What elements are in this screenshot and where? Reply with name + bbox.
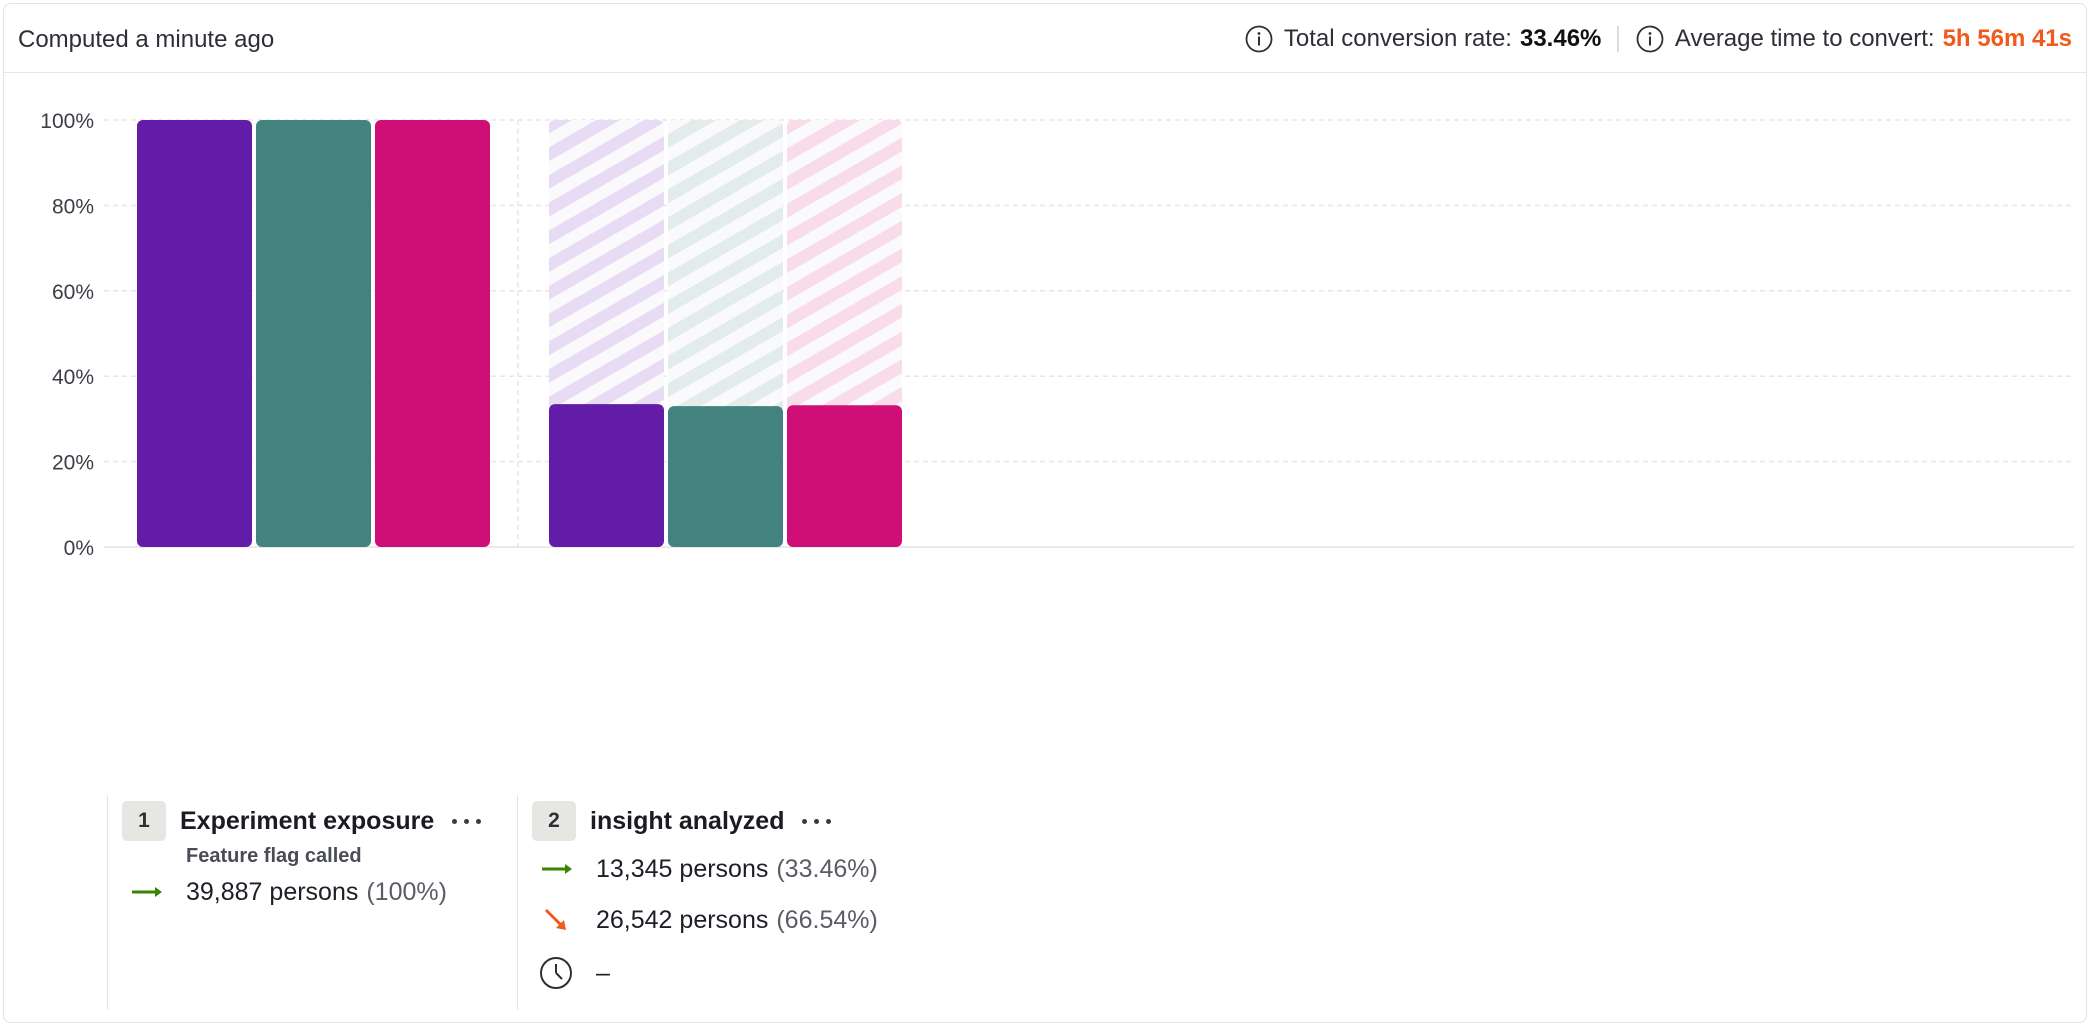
y-tick-label: 40%	[52, 366, 94, 389]
funnel-summary: Total conversion rate: 33.46% Average ti…	[1244, 23, 2072, 55]
y-tick-label: 60%	[52, 281, 94, 304]
arrow-down-right-icon	[544, 908, 566, 930]
more-options-icon[interactable]	[802, 818, 832, 824]
step-1-converted-pct: (100%)	[366, 877, 447, 906]
arrow-right-icon	[132, 887, 162, 897]
step-2-header: 2 insight analyzed	[532, 801, 832, 841]
step-2-converted[interactable]: 13,345 persons (33.46%)	[538, 854, 878, 884]
y-tick-label: 80%	[52, 195, 94, 218]
conversion-bar	[787, 405, 902, 547]
y-tick-label: 100%	[40, 110, 94, 133]
dropoff-bar	[668, 120, 783, 413]
y-tick-label: 20%	[52, 452, 94, 475]
conversion-rate-label: Total conversion rate:	[1283, 25, 1512, 52]
step-2-number: 2	[532, 801, 576, 841]
step-1-converted-count: 39,887 persons	[186, 877, 359, 906]
clock-icon	[540, 957, 572, 989]
funnel-chart: 0% 20% 40% 60% 80% 100%	[4, 74, 2086, 774]
arrow-right-icon	[542, 864, 572, 874]
conversion-bar	[375, 120, 490, 547]
info-icon[interactable]	[1635, 24, 1665, 54]
funnel-steps-legend: 1 Experiment exposure Feature flag calle…	[4, 773, 2086, 1010]
dropoff-bar	[549, 120, 664, 411]
info-icon[interactable]	[1244, 24, 1274, 54]
time-to-convert-label: Average time to convert:	[1674, 25, 1935, 52]
step-2-name[interactable]: insight analyzed	[590, 806, 785, 835]
conversion-bar	[668, 406, 783, 547]
funnel-header: Computed a minute ago Total conversion r…	[4, 4, 2086, 73]
conversion-bar	[137, 120, 252, 547]
conversion-bar	[549, 404, 664, 547]
funnel-chart-svg: 0% 20% 40% 60% 80% 100%	[40, 110, 2074, 560]
computed-timestamp: Computed a minute ago	[18, 26, 275, 53]
time-to-convert-value: 5h 56m 41s	[1942, 25, 2072, 52]
step-2-column: 2 insight analyzed 13,345 persons (33.46…	[517, 795, 937, 1010]
summary-divider	[1617, 26, 1619, 52]
step-1-column: 1 Experiment exposure Feature flag calle…	[107, 795, 517, 1010]
dropoff-bar	[787, 120, 902, 412]
step-1-number: 1	[122, 801, 166, 841]
step-2-time-value: –	[596, 958, 610, 987]
funnel-card: Computed a minute ago Total conversion r…	[3, 3, 2087, 1023]
step-2-converted-count: 13,345 persons	[596, 854, 769, 883]
step-1-header: 1 Experiment exposure	[122, 801, 482, 841]
step-2-dropped-pct: (66.54%)	[776, 905, 878, 934]
step-2-dropped[interactable]: 26,542 persons (66.54%)	[538, 905, 878, 935]
more-options-icon[interactable]	[452, 818, 482, 824]
conversion-bar	[256, 120, 371, 547]
step-1-converted[interactable]: 39,887 persons (100%)	[128, 877, 447, 907]
step-2-converted-pct: (33.46%)	[776, 854, 878, 883]
step-2-dropped-count: 26,542 persons	[596, 905, 769, 934]
conversion-rate-value: 33.46%	[1519, 25, 1602, 52]
step-1-name[interactable]: Experiment exposure	[180, 806, 435, 835]
step-2-time: –	[538, 955, 610, 991]
step-1-subtitle: Feature flag called	[186, 845, 362, 867]
y-tick-label: 0%	[64, 537, 94, 560]
